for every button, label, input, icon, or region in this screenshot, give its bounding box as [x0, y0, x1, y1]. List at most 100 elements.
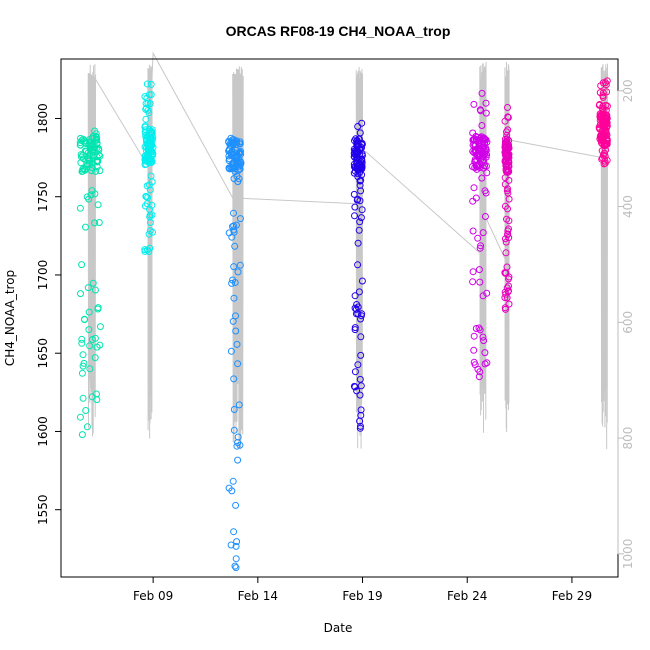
data-point [482, 99, 490, 107]
data-point [356, 391, 364, 399]
series-rf12 [469, 89, 491, 381]
data-point [353, 301, 361, 308]
data-point [143, 80, 151, 88]
data-point [82, 223, 89, 231]
data-point [481, 213, 489, 220]
data-point [94, 201, 102, 209]
data-point [479, 333, 487, 341]
data-point [93, 157, 100, 165]
data-point [353, 157, 361, 164]
data-point [505, 273, 513, 281]
data-point [351, 383, 359, 391]
x-tick-label: Feb 14 [238, 589, 278, 603]
data-point [503, 215, 510, 223]
data-point [472, 132, 480, 140]
data-point [358, 310, 366, 318]
data-point [472, 325, 480, 332]
pressure-flight-6 [504, 61, 510, 433]
x-tick-label: Feb 29 [552, 589, 592, 603]
y2-tick-label: 1000 [621, 539, 635, 570]
data-point [601, 157, 609, 165]
data-point [469, 227, 477, 235]
data-point [351, 326, 359, 334]
data-point [501, 288, 509, 296]
data-point [230, 406, 238, 413]
data-point [86, 157, 94, 165]
data-point [356, 145, 363, 153]
data-point [358, 206, 366, 214]
data-point [356, 417, 364, 425]
data-point [86, 342, 94, 350]
data-point [354, 195, 362, 203]
data-point [476, 278, 484, 286]
data-point [145, 156, 153, 164]
data-point [501, 294, 509, 302]
y2-tick-label: 800 [621, 427, 635, 450]
data-point [597, 112, 605, 120]
data-point [234, 433, 242, 441]
data-point [504, 104, 511, 111]
pressure-flight-7 [600, 63, 609, 450]
data-point [355, 135, 363, 143]
data-point [231, 242, 239, 250]
data-point [95, 219, 103, 226]
data-point [76, 139, 84, 147]
data-point [476, 326, 484, 334]
data-point [598, 147, 606, 155]
data-point [469, 147, 477, 155]
data-point [82, 407, 90, 414]
pressure-trace [87, 51, 609, 450]
data-point [142, 115, 150, 123]
data-point [477, 155, 485, 163]
data-point [88, 147, 96, 155]
data-point [78, 369, 86, 377]
data-point [471, 361, 479, 369]
y-tick-label: 1650 [36, 338, 50, 369]
data-point [96, 152, 104, 160]
data-point [78, 339, 86, 347]
data-point [504, 167, 512, 175]
data-point [501, 269, 509, 277]
data-point [475, 373, 483, 381]
data-point [470, 184, 478, 192]
data-point [503, 187, 511, 195]
data-point [228, 233, 236, 241]
data-point [478, 122, 486, 129]
data-point [236, 261, 244, 269]
data-point [78, 431, 86, 439]
data-point [351, 212, 358, 220]
data-point [79, 165, 87, 173]
pressure-flight-3 [232, 66, 244, 450]
data-point [147, 138, 155, 146]
data-point [596, 101, 604, 108]
data-point [357, 176, 365, 184]
data-point [353, 387, 361, 395]
x-axis-label: Date [324, 621, 353, 635]
data-point [599, 132, 606, 140]
data-point [227, 139, 235, 147]
data-point [599, 102, 607, 110]
data-point [599, 132, 607, 139]
data-point [229, 477, 237, 485]
data-point [146, 213, 154, 221]
data-point [356, 177, 364, 185]
data-point [356, 218, 364, 226]
data-point [354, 139, 362, 147]
data-point [149, 228, 156, 236]
y-axis-label: CH4_NOAA_trop [3, 270, 17, 366]
y-axis: 1550 1600 1650 1700 1750 1800 [36, 103, 62, 525]
data-point [89, 151, 97, 159]
series-rf13 [501, 104, 513, 313]
y-tick-label: 1800 [36, 103, 50, 134]
data-point [481, 349, 489, 357]
data-point [146, 100, 154, 108]
data-point [355, 226, 363, 234]
data-point [350, 190, 358, 198]
data-point [143, 182, 151, 190]
data-point [354, 361, 362, 369]
data-point [79, 167, 87, 175]
data-point [472, 194, 480, 202]
data-point [351, 203, 359, 211]
data-point [469, 268, 477, 276]
